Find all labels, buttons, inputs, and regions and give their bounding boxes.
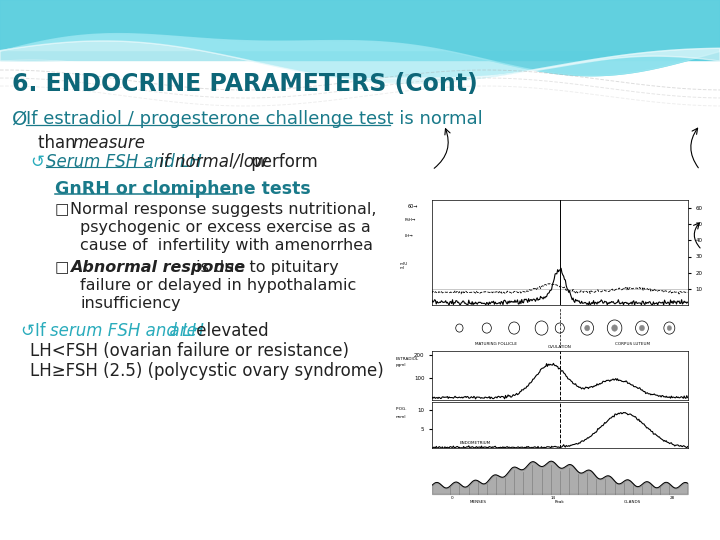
Text: ESTRADIOL: ESTRADIOL [395,357,418,361]
Text: Peak: Peak [555,500,564,503]
Text: 28: 28 [670,496,675,500]
Text: cause of  infertility with amenorrhea: cause of infertility with amenorrhea [80,238,373,253]
Text: 14: 14 [551,496,556,500]
Circle shape [667,326,672,330]
Text: OVULATION: OVULATION [548,345,572,349]
Text: ENDOMETRIUM: ENDOMETRIUM [459,441,490,445]
Text: is due to pituitary: is due to pituitary [191,260,338,275]
Text: nnml: nnml [395,415,406,419]
Text: LH<FSH (ovarian failure or resistance): LH<FSH (ovarian failure or resistance) [30,342,349,360]
Text: if normal/low: if normal/low [153,153,267,171]
Text: CORPUS LUTEUM: CORPUS LUTEUM [616,342,650,346]
Text: GLANDS: GLANDS [624,500,642,503]
Text: If: If [35,322,51,340]
Text: measure: measure [72,134,145,152]
Text: ↺: ↺ [20,322,34,340]
Text: failure or delayed in hypothalamic: failure or delayed in hypothalamic [80,278,356,293]
Text: Ø: Ø [12,110,27,129]
Circle shape [612,325,618,332]
Text: mIU
ml: mIU ml [400,262,408,271]
Circle shape [639,325,644,331]
Text: MENSES: MENSES [469,500,486,503]
Text: are: are [159,322,197,340]
Text: pgml: pgml [395,363,406,367]
Text: 0: 0 [450,496,453,500]
Text: MATURING FOLLICLE: MATURING FOLLICLE [475,342,517,346]
Text: If estradiol / progesterone challenge test is normal: If estradiol / progesterone challenge te… [26,110,482,128]
Text: Serum FSH and LH: Serum FSH and LH [46,153,202,171]
Text: ↺: ↺ [30,153,44,171]
Text: GnRH or clomiphene tests: GnRH or clomiphene tests [55,180,311,198]
Text: insufficiency: insufficiency [80,296,181,311]
Text: Abnormal response: Abnormal response [70,260,245,275]
Text: □: □ [55,260,69,275]
Text: elevated: elevated [192,322,269,340]
Text: perform: perform [246,153,318,171]
Text: psychogenic or excess exercise as a: psychogenic or excess exercise as a [80,220,371,235]
Text: LH→: LH→ [405,234,413,238]
Text: P·OG.: P·OG. [395,407,407,411]
Text: 6. ENDOCRINE PARAMETERS (Cont): 6. ENDOCRINE PARAMETERS (Cont) [12,72,478,96]
Text: than: than [38,134,81,152]
Text: LH≥FSH (2.5) (polycystic ovary syndrome): LH≥FSH (2.5) (polycystic ovary syndrome) [30,362,384,380]
Circle shape [585,325,590,331]
Text: 60→: 60→ [408,204,418,209]
Text: Normal response suggests nutritional,: Normal response suggests nutritional, [70,202,377,217]
Text: □: □ [55,202,69,217]
Text: serum FSH and LH: serum FSH and LH [50,322,204,340]
Text: FSH→: FSH→ [405,218,416,222]
